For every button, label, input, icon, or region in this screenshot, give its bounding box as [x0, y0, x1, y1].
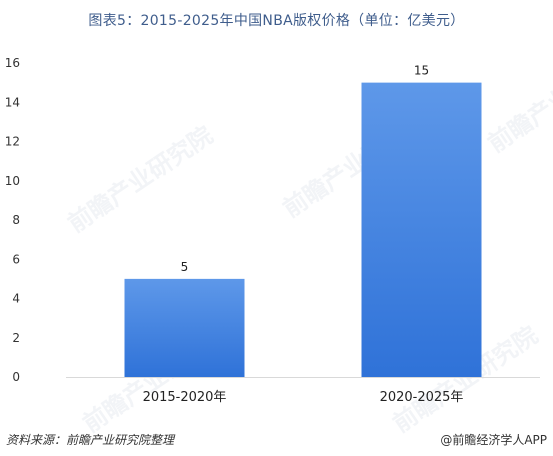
y-tick-label: 6 [12, 252, 20, 266]
y-tick-label: 12 [5, 135, 20, 149]
y-tick-label: 4 [12, 292, 20, 306]
source-note: 资料来源：前瞻产业研究院整理 [6, 433, 175, 447]
bar [124, 278, 245, 377]
data-label: 5 [181, 260, 189, 274]
y-tick-label: 2 [12, 331, 20, 345]
bar [361, 82, 482, 377]
x-tick-label: 2015-2020年 [143, 390, 227, 405]
y-tick-label: 16 [5, 56, 20, 70]
y-tick-label: 0 [12, 370, 20, 384]
y-tick-label: 14 [5, 95, 20, 109]
y-tick-label: 8 [12, 213, 20, 227]
data-label: 15 [414, 64, 429, 78]
y-tick-label: 10 [5, 174, 20, 188]
x-tick-label: 2020-2025年 [380, 390, 464, 405]
credit-text: @前瞻经济学人APP [440, 433, 547, 447]
chart-title: 图表5：2015-2025年中国NBA版权价格（单位：亿美元） [88, 13, 465, 29]
